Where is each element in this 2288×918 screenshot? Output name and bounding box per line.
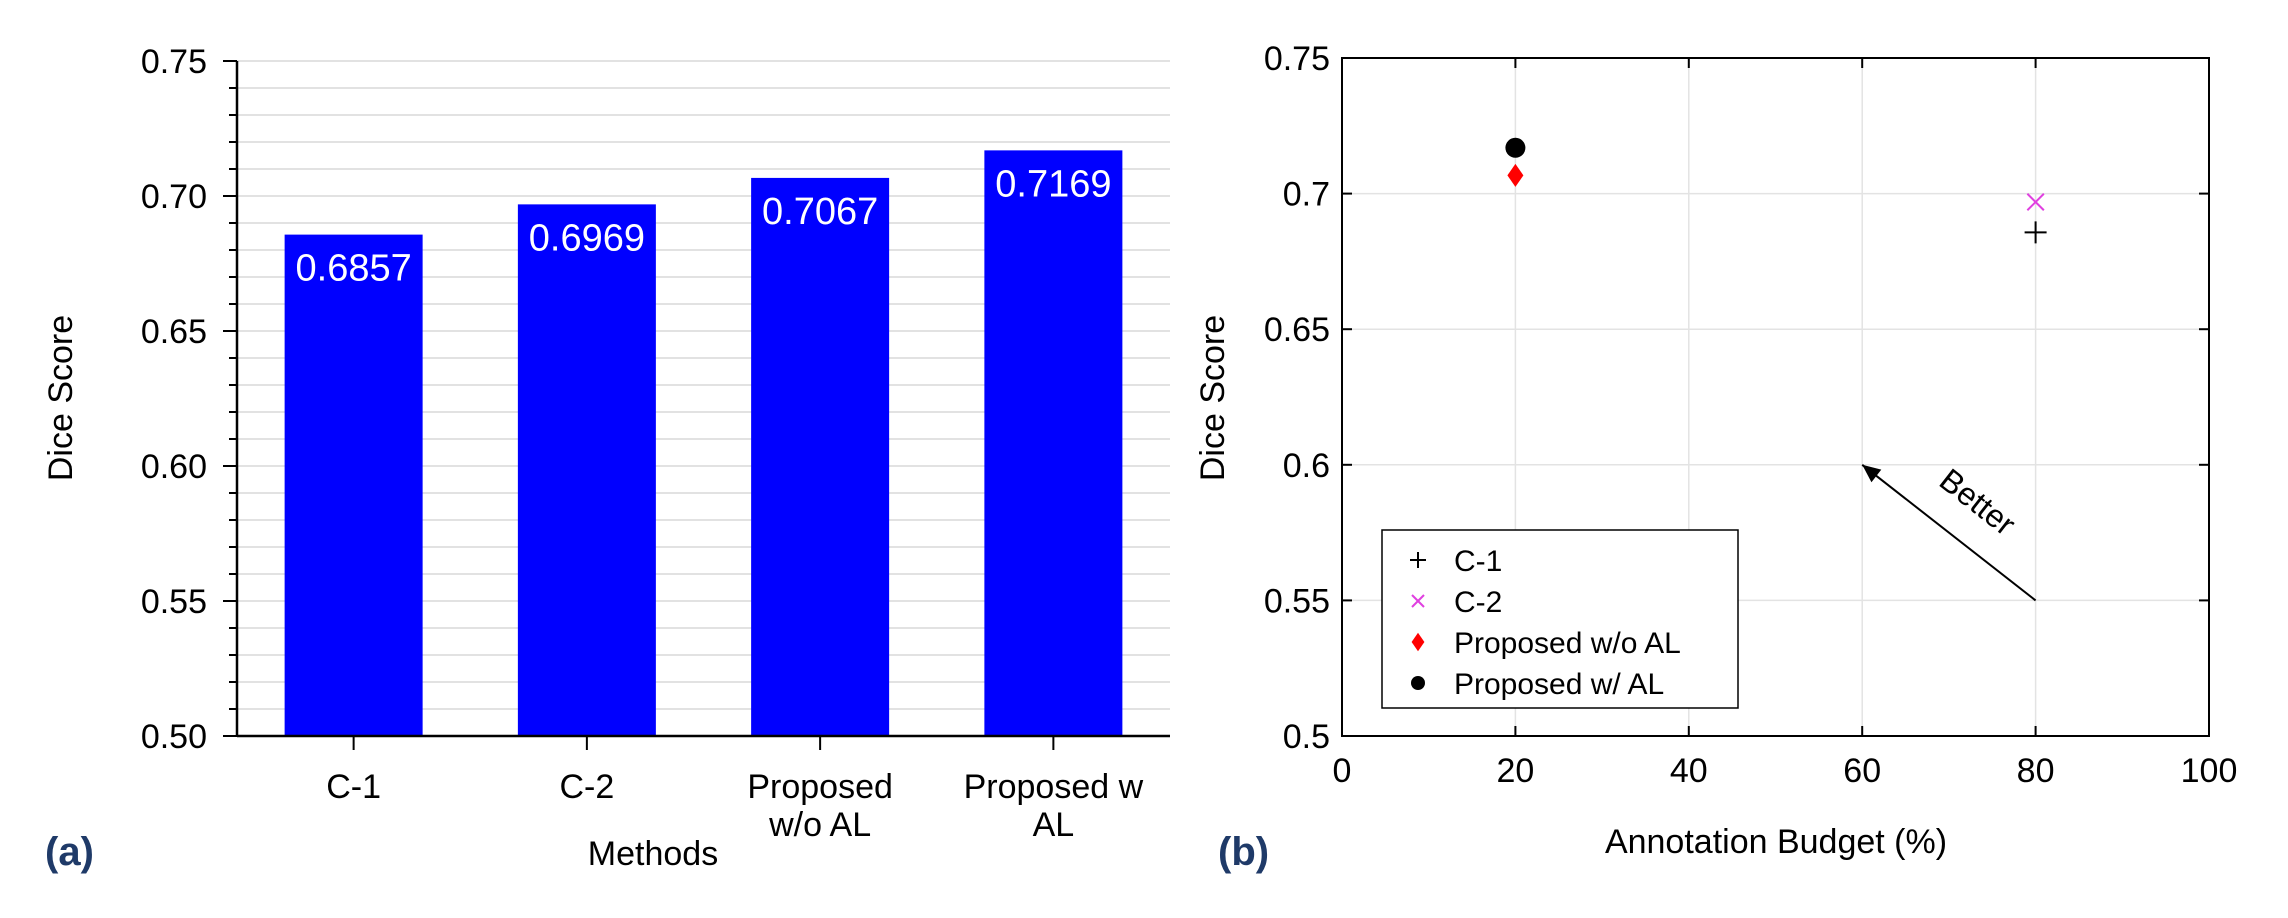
scatter-chart-x-axis-label: Annotation Budget (%)	[1605, 823, 1947, 861]
bar-data-label: 0.7169	[995, 163, 1111, 205]
bar-chart-y-axis-label: Dice Score	[42, 315, 80, 481]
legend-marker	[1411, 594, 1425, 608]
y-tick-label: 0.65	[141, 313, 207, 351]
legend-label: C-1	[1454, 545, 1502, 578]
y-tick-label: 0.5	[1283, 718, 1330, 756]
x-tick-label: C-1	[326, 768, 381, 806]
bar-chart-tick-labels: 0.50 0.55 0.60 0.65 0.70 0.75 C-1 C-2 Proposedw/…	[141, 43, 1144, 844]
x-tick-label: Proposed w	[964, 768, 1144, 806]
better-arrow-head	[1862, 464, 1882, 483]
y-tick-label: 0.60	[141, 448, 207, 486]
better-annotation: Better	[1861, 461, 2037, 602]
legend-marker	[1411, 632, 1425, 652]
legend-marker	[1411, 676, 1425, 690]
scatter-chart-points	[1505, 137, 2047, 244]
bar	[284, 234, 423, 737]
bar	[984, 150, 1123, 736]
y-tick-label: 0.75	[141, 43, 207, 81]
data-point	[1505, 137, 1526, 158]
data-point	[2026, 193, 2045, 211]
x-tick-label: w/o AL	[768, 806, 871, 844]
bar-data-label: 0.6857	[296, 248, 412, 290]
y-tick-label: 0.6	[1283, 447, 1330, 485]
x-tick-label: 80	[2017, 752, 2055, 790]
scatter-chart-axes	[1341, 57, 2210, 737]
y-tick-label: 0.50	[141, 718, 207, 756]
bar-data-label: 0.6969	[529, 217, 645, 259]
legend-box	[1381, 529, 1739, 709]
bar	[751, 177, 890, 736]
y-tick-label: 0.55	[1264, 582, 1330, 620]
legend-label: Proposed w/o AL	[1454, 627, 1681, 660]
y-tick-label: 0.70	[141, 178, 207, 216]
data-point	[1507, 163, 1524, 187]
x-tick-label: 60	[1843, 752, 1881, 790]
bar-chart-x-axis-label: Methods	[588, 835, 718, 873]
y-tick-label: 0.55	[141, 583, 207, 621]
x-tick-label: 40	[1670, 752, 1708, 790]
x-tick-label: 0	[1333, 752, 1352, 790]
y-tick-label: 0.75	[1264, 40, 1330, 78]
bar-chart-axes	[223, 60, 1170, 750]
data-point	[2024, 221, 2047, 244]
better-arrow-line	[1861, 464, 2037, 602]
x-tick-label: 100	[2181, 752, 2238, 790]
scatter-chart-y-axis-label: Dice Score	[1194, 315, 1232, 481]
scatter-chart-legend: C-1 C-2 Proposed w/o AL Proposed w/ AL	[1381, 529, 1739, 709]
scatter-chart-panel: 0 20 40 60 80 100 0.5 0.55 0.6 0.65 0.7 0.75 Better…	[1194, 40, 2237, 874]
y-tick-label: 0.7	[1283, 176, 1330, 214]
scatter-chart-tick-labels: 0 20 40 60 80 100 0.5 0.55 0.6 0.65 0.7 0.75	[1264, 40, 2238, 790]
bar-data-label: 0.7067	[762, 191, 878, 233]
legend-label: Proposed w/ AL	[1454, 668, 1664, 701]
x-tick-label: AL	[1033, 806, 1075, 844]
bar-chart-bars: 0.6857 0.6969 0.7067 0.7169	[284, 150, 1123, 737]
x-tick-label: Proposed	[747, 768, 893, 806]
bar	[517, 204, 656, 736]
legend-label: C-2	[1454, 586, 1502, 619]
y-tick-label: 0.65	[1264, 311, 1330, 349]
x-tick-label: 20	[1496, 752, 1534, 790]
panel-label-b: (b)	[1218, 830, 1269, 874]
panel-label-a: (a)	[45, 830, 94, 874]
legend-marker	[1410, 552, 1426, 568]
plot-frame	[1341, 57, 2210, 737]
x-tick-label: C-2	[559, 768, 614, 806]
bar-chart-panel: 0.6857 0.6969 0.7067 0.7169 0.50 0.55 0.60 0.6…	[42, 43, 1170, 874]
